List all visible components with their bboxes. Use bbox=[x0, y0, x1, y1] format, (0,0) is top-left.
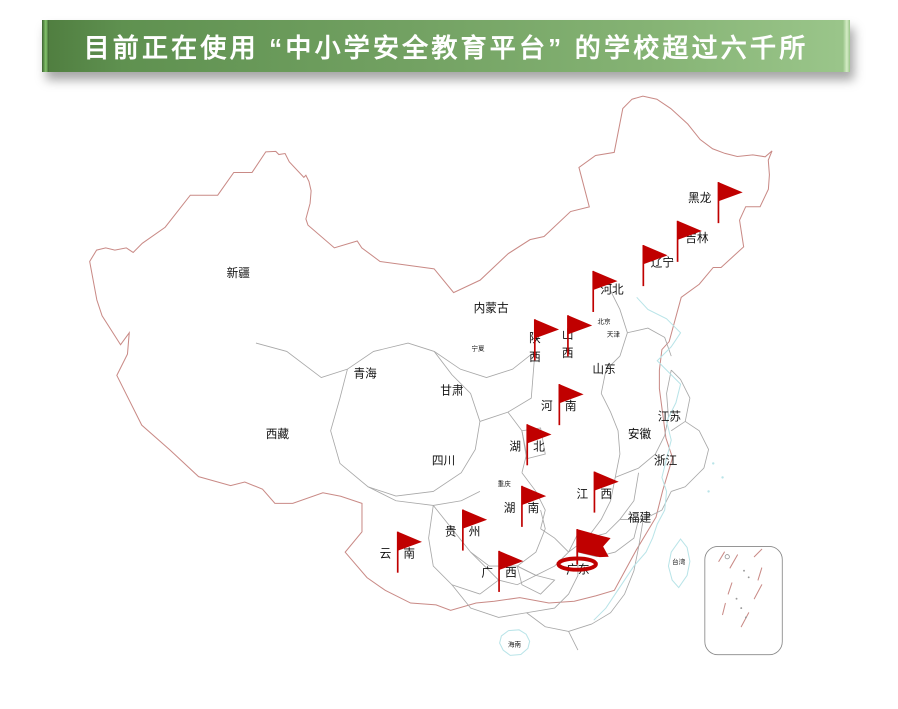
svg-text:河: 河 bbox=[541, 400, 553, 413]
svg-text:云: 云 bbox=[380, 548, 392, 561]
svg-text:贵: 贵 bbox=[445, 525, 457, 538]
svg-text:甘肃: 甘肃 bbox=[440, 384, 464, 397]
svg-text:西藏: 西藏 bbox=[266, 428, 290, 441]
svg-text:台湾: 台湾 bbox=[672, 557, 686, 566]
svg-text:海南: 海南 bbox=[508, 639, 522, 648]
svg-text:广: 广 bbox=[481, 566, 493, 579]
svg-text:重庆: 重庆 bbox=[498, 479, 512, 488]
svg-text:西: 西 bbox=[600, 488, 612, 501]
svg-text:江: 江 bbox=[577, 488, 589, 501]
svg-text:南: 南 bbox=[403, 547, 415, 561]
svg-text:黑龙: 黑龙 bbox=[688, 192, 712, 205]
svg-text:北京: 北京 bbox=[598, 316, 612, 325]
svg-text:南: 南 bbox=[528, 501, 540, 515]
svg-text:福建: 福建 bbox=[628, 510, 652, 524]
svg-text:湖: 湖 bbox=[504, 501, 516, 515]
svg-text:山东: 山东 bbox=[592, 363, 615, 376]
svg-text:内蒙古: 内蒙古 bbox=[474, 301, 509, 315]
svg-text:青海: 青海 bbox=[353, 367, 377, 381]
svg-text:南: 南 bbox=[565, 399, 577, 413]
svg-text:北: 北 bbox=[533, 440, 545, 453]
svg-text:浙江: 浙江 bbox=[654, 454, 678, 467]
svg-text:安徽: 安徽 bbox=[628, 427, 652, 441]
svg-text:江苏: 江苏 bbox=[658, 410, 682, 423]
svg-text:州: 州 bbox=[469, 525, 481, 538]
svg-text:新疆: 新疆 bbox=[227, 266, 251, 280]
svg-text:湖: 湖 bbox=[509, 439, 521, 453]
svg-text:天津: 天津 bbox=[607, 331, 621, 339]
svg-text:西: 西 bbox=[505, 566, 517, 579]
svg-text:宁夏: 宁夏 bbox=[472, 344, 486, 353]
svg-text:四川: 四川 bbox=[432, 454, 455, 467]
